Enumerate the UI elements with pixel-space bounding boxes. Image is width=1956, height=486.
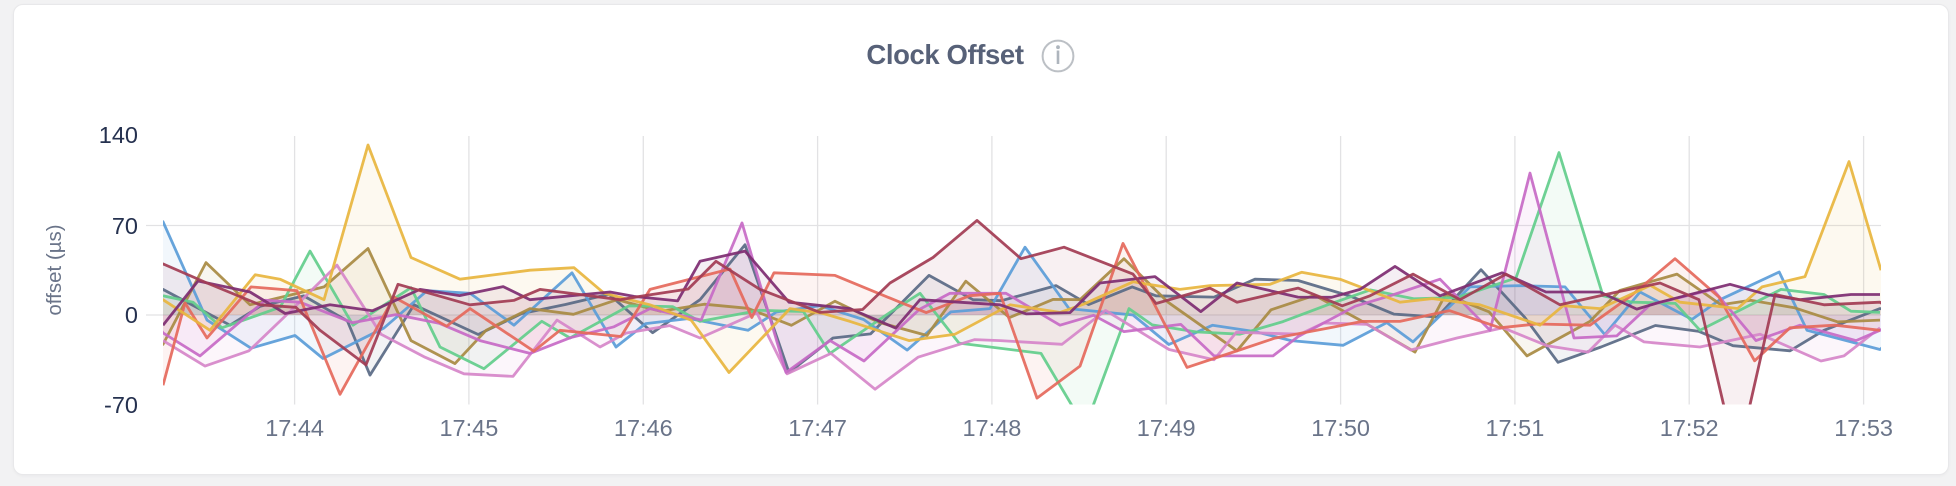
svg-text:17:50: 17:50 — [1311, 415, 1370, 441]
svg-text:17:52: 17:52 — [1660, 415, 1719, 441]
svg-text:17:47: 17:47 — [788, 415, 847, 441]
svg-text:offset (µs): offset (µs) — [43, 224, 66, 315]
svg-text:140: 140 — [99, 122, 138, 148]
svg-text:70: 70 — [112, 213, 138, 239]
svg-text:17:45: 17:45 — [439, 415, 498, 441]
svg-text:17:48: 17:48 — [962, 415, 1021, 441]
svg-text:17:46: 17:46 — [614, 415, 673, 441]
svg-text:-70: -70 — [104, 392, 138, 418]
svg-text:0: 0 — [125, 302, 138, 328]
svg-text:17:51: 17:51 — [1485, 415, 1544, 441]
svg-text:Clock Offset: Clock Offset — [866, 39, 1023, 70]
svg-text:17:53: 17:53 — [1834, 415, 1893, 441]
svg-text:17:49: 17:49 — [1137, 415, 1196, 441]
svg-text:17:44: 17:44 — [265, 415, 324, 441]
